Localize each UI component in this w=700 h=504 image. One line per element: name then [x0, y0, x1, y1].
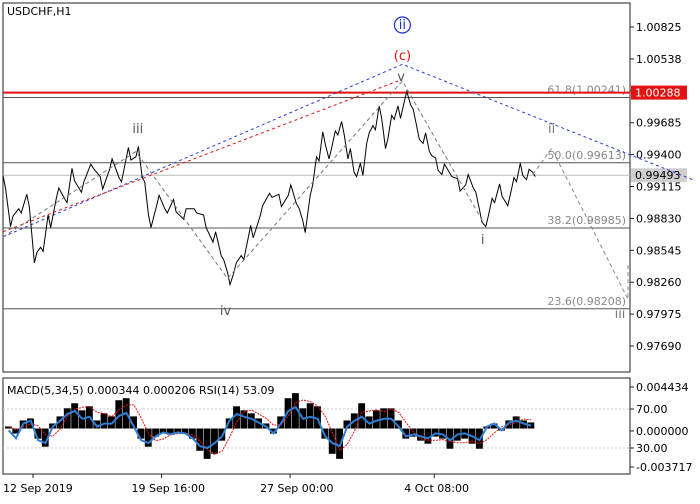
macd-signal-line [8, 399, 532, 456]
price-axis-tick-label: 0.98545 [636, 244, 682, 257]
macd-bar [328, 428, 336, 454]
macd-bar [152, 428, 160, 437]
wave-label: ii [399, 18, 406, 33]
macd-bar [402, 428, 410, 439]
macd-bar [490, 423, 498, 429]
macd-bar [130, 416, 137, 429]
time-axis-tick-label: 12 Sep 2019 [3, 482, 73, 495]
price-axis-tick-label: 0.99400 [636, 149, 682, 162]
oscillator-axis-tick-label: 70.00 [636, 403, 668, 416]
macd-bar [372, 410, 380, 429]
wave-label: v [397, 70, 405, 85]
oscillator-axis-tick-label: 30.00 [636, 442, 668, 455]
time-axis-tick-label: 27 Sep 00:00 [260, 482, 333, 495]
macd-bar [188, 428, 196, 439]
wave-trend-line [2, 63, 693, 238]
resistance-price-box [631, 85, 687, 100]
time-axis-tick-label: 4 Oct 08:00 [404, 482, 469, 495]
wave-count-path [2, 80, 484, 280]
macd-bar [269, 428, 277, 434]
oscillator-panel [2, 377, 631, 475]
oscillator-axis-tick-label: -0.003717 [636, 461, 692, 474]
macd-bar [41, 428, 49, 447]
oscillator-axis-tick-label: 0.000000 [636, 425, 689, 438]
macd-bar [181, 428, 189, 434]
price-axis-tick-label: 0.99115 [636, 181, 682, 194]
macd-bar [424, 428, 432, 444]
macd-bar [343, 420, 351, 429]
macd-bar [71, 403, 79, 429]
macd-bar [284, 398, 292, 429]
macd-bar [63, 408, 71, 429]
macd-bar [196, 428, 204, 451]
macd-bar [12, 428, 20, 434]
wave-label: iv [220, 304, 232, 319]
macd-bar [115, 400, 123, 429]
macd-bar [5, 426, 12, 429]
current-price-label: 0.99493 [635, 169, 681, 182]
macd-bar [137, 428, 145, 439]
macd-bar [417, 428, 424, 441]
macd-bar [446, 428, 454, 449]
wave-label: iii [132, 122, 143, 137]
macd-bar [240, 410, 248, 429]
macd-bar [56, 416, 64, 429]
price-axis-tick-label: 0.99685 [636, 117, 682, 130]
macd-bar [505, 420, 513, 429]
macd-bar [203, 428, 211, 459]
macd-bar [314, 406, 321, 429]
macd-bar [395, 420, 402, 429]
macd-bar [144, 428, 152, 447]
fib-level-label: 61.8(1.00241) [547, 83, 626, 96]
rsi-line [7, 405, 532, 450]
wave-label: iii [615, 307, 626, 322]
price-axis-tick-label: 0.97690 [636, 340, 682, 353]
chart-title: USDCHF,H1 [7, 5, 72, 18]
macd-bar [34, 428, 42, 439]
oscillator-axis-tick-label: 0.004434 [636, 381, 689, 394]
fib-level-label: 50.0(0.99613) [547, 149, 626, 162]
price-axis-tick-label: 0.98260 [636, 276, 682, 289]
forecast-path [532, 147, 629, 300]
macd-bar [27, 418, 34, 429]
oscillator-label: MACD(5,34,5) 0.000344 0.000206 RSI(14) 5… [7, 384, 274, 397]
macd-bar [100, 413, 108, 429]
macd-bar [166, 428, 174, 435]
resistance-price-label: 1.00288 [635, 87, 681, 100]
macd-bar [211, 428, 218, 454]
macd-bar [159, 428, 167, 434]
wave-trend-line [2, 80, 399, 233]
price-axis-tick-label: 1.00825 [636, 21, 682, 34]
wave-label: (c) [394, 49, 411, 64]
wave-label-circle [393, 16, 411, 34]
macd-bar [174, 428, 182, 433]
fib-level-label: 23.6(0.98208) [547, 295, 626, 308]
macd-bar [233, 406, 240, 429]
time-axis-tick-label: 19 Sep 16:00 [132, 482, 205, 495]
macd-bar [93, 420, 101, 429]
macd-bar [336, 428, 343, 459]
price-panel [2, 2, 631, 373]
wave-label: ii [548, 122, 555, 137]
fib-level-label: 38.2(0.98985) [547, 214, 626, 227]
price-axis-tick-label: 0.98830 [636, 212, 682, 225]
price-axis-tick-label: 1.00538 [636, 53, 682, 66]
wave-label: i [481, 233, 485, 248]
macd-bar [409, 428, 417, 437]
macd-bar [291, 393, 299, 429]
price-axis-tick-label: 0.97975 [636, 308, 682, 321]
macd-bar [247, 413, 255, 429]
